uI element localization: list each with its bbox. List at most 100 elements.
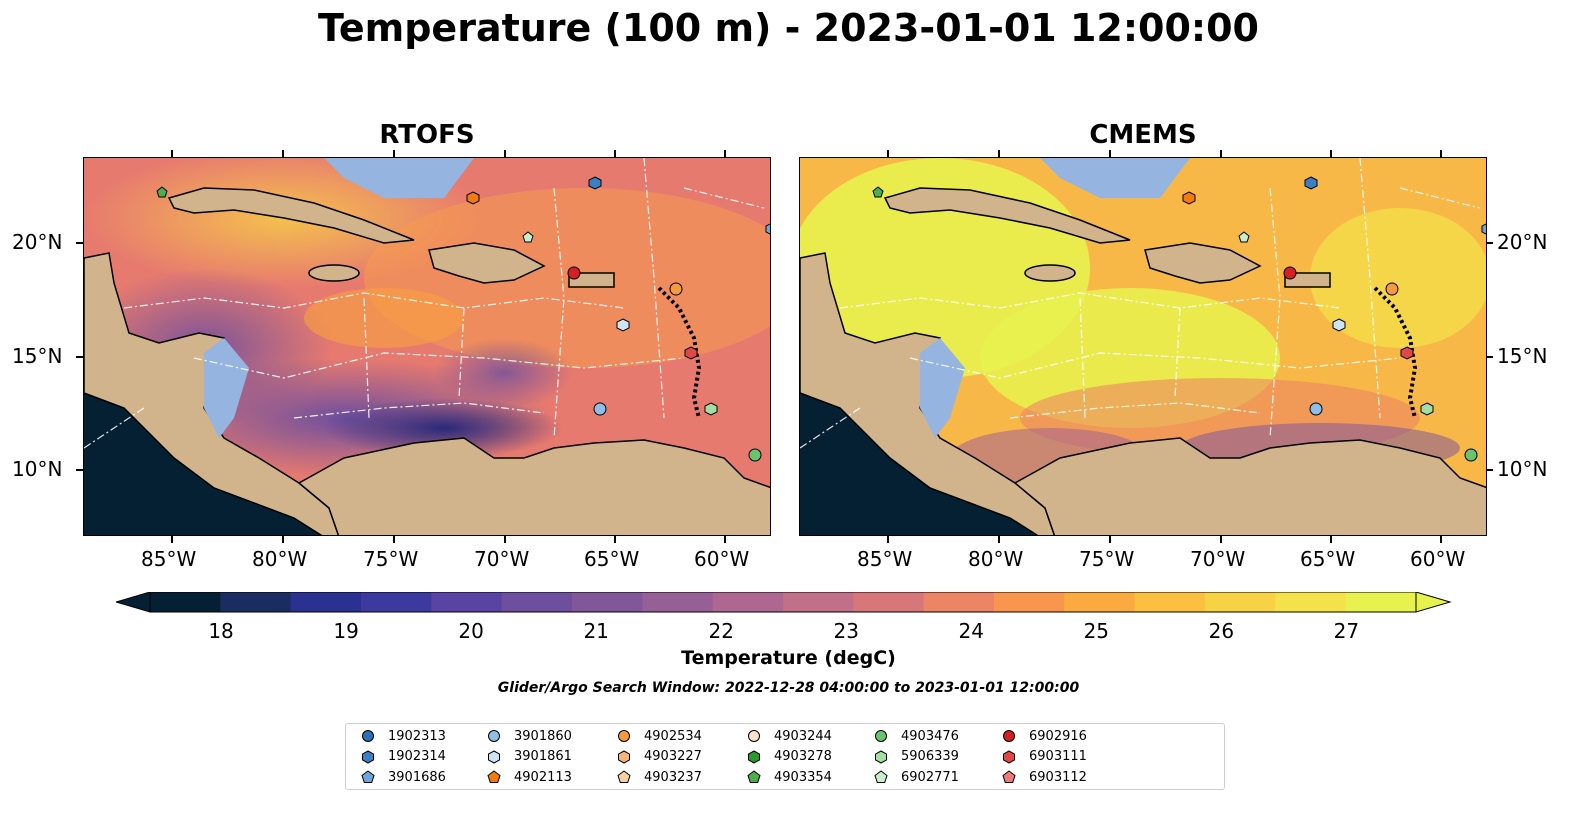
cold-eddy (324, 398, 564, 458)
legend-label: 4903476 (901, 728, 959, 744)
legend-label: 3901861 (514, 749, 572, 764)
colorbar-label: Temperature (degC) (681, 647, 896, 669)
colorbar-tick-label: 22 (708, 619, 734, 643)
lat-label: 10°N (1497, 457, 1548, 481)
colorbar-segment (642, 592, 714, 612)
axis-frame (76, 150, 1493, 543)
legend-item: 6903112 (1001, 767, 1087, 787)
colorbar-segment (994, 592, 1065, 612)
float-markers (156, 176, 770, 462)
panel-title-cmems: CMEMS (1089, 120, 1197, 150)
pentagon-marker-icon (1002, 770, 1016, 783)
legend-label: 6902916 (1029, 728, 1087, 744)
jamaica (308, 264, 360, 282)
legend-label: 5906339 (901, 749, 959, 764)
lesser-antilles (1373, 286, 1418, 419)
pentagon-marker-icon (747, 770, 761, 783)
lon-label: 85°W (141, 547, 197, 571)
hexagon-marker-icon (1003, 749, 1015, 764)
legend-label: 4902534 (644, 728, 702, 744)
colorbar-extend-min (116, 592, 151, 613)
colorbar-tick-label: 25 (1083, 619, 1110, 643)
legend-item: 4903237 (616, 767, 702, 787)
legend-item: 3901861 (486, 747, 572, 767)
eez-boundaries (800, 158, 1481, 449)
central-america (84, 252, 340, 535)
cool-patch (434, 338, 574, 408)
float-legend: 1902313 1902314 3901686 3901860 3901861 49021… (345, 723, 1225, 790)
colorbar-segment (431, 592, 503, 612)
circle-marker-icon (618, 730, 630, 742)
figure-title: Temperature (100 m) - 2023-01-01 12:00:0… (317, 6, 1259, 50)
hexagon-marker-icon (488, 749, 500, 764)
map-svg-cmems (800, 158, 1486, 535)
colorbar-tick-label: 19 (333, 619, 359, 643)
legend-label: 4903354 (774, 769, 832, 785)
lon-label: 70°W (1190, 547, 1246, 571)
map-panel-rtofs[interactable] (83, 157, 771, 536)
bahamas-shelf (324, 158, 474, 198)
colorbar (116, 592, 1452, 613)
circle-marker-icon (488, 730, 500, 742)
legend-item: 6902771 (873, 767, 959, 787)
lon-label: 70°W (474, 547, 530, 571)
colorbar-tick-label: 23 (833, 619, 859, 643)
hexagon-marker-icon (748, 749, 760, 764)
legend-label: 6903112 (1029, 769, 1087, 785)
legend-item: 4903476 (873, 726, 959, 746)
jamaica (1024, 264, 1076, 282)
colorbar-tick-label: 21 (583, 619, 609, 643)
legend-item: 6902916 (1001, 726, 1087, 746)
legend-item: 1902313 (360, 726, 446, 746)
cuba (167, 187, 415, 244)
lon-label: 80°W (252, 547, 308, 571)
pentagon-marker-icon (361, 770, 375, 783)
lesser-antilles (657, 286, 702, 419)
legend-item: 4902113 (486, 767, 572, 787)
lon-label: 60°W (1410, 547, 1466, 571)
legend-item: 4903244 (746, 726, 832, 746)
central-america (800, 252, 1056, 535)
legend-label: 4903237 (644, 769, 702, 785)
colorbar-tick-label: 20 (458, 619, 484, 643)
colorbar-segment (1134, 592, 1206, 612)
colorbar-segment (1275, 592, 1347, 612)
hexagon-marker-icon (362, 749, 374, 764)
colorbar-segment (1345, 592, 1417, 612)
legend-label: 3901686 (388, 769, 446, 785)
warm-patch (304, 288, 464, 348)
legend-item: 3901860 (486, 726, 572, 746)
lat-label: 20°N (12, 230, 63, 254)
search-window-text: Glider/Argo Search Window: 2022-12-28 04… (497, 680, 1080, 696)
circle-marker-icon (362, 730, 374, 742)
south-america (1013, 437, 1486, 535)
legend-item: 5906339 (873, 747, 959, 767)
colorbar-segment (712, 592, 784, 612)
colorbar-tick-label: 27 (1333, 619, 1360, 643)
legend-label: 4903227 (644, 749, 702, 764)
hexagon-marker-icon (618, 749, 630, 764)
pentagon-marker-icon (487, 770, 501, 783)
circle-marker-icon (748, 730, 760, 742)
south-america (297, 437, 770, 535)
colorbar-tick-label: 24 (958, 619, 984, 643)
circle-marker-icon (1003, 730, 1015, 742)
colorbar-segment (290, 592, 362, 612)
legend-label: 6903111 (1029, 749, 1087, 764)
legend-label: 1902313 (388, 728, 446, 744)
pacific-ocean (84, 393, 321, 535)
legend-item: 1902314 (360, 747, 446, 767)
float-markers (872, 176, 1486, 462)
lon-label: 65°W (584, 547, 640, 571)
bahamas-shelf (1040, 158, 1190, 198)
lon-label: 85°W (857, 547, 913, 571)
panel-title-rtofs: RTOFS (379, 120, 475, 150)
colorbar-segment (501, 592, 573, 612)
colorbar-segment (1205, 592, 1276, 612)
map-panel-cmems[interactable] (799, 157, 1487, 536)
lat-label: 15°N (12, 344, 63, 368)
colorbar-segment (220, 592, 292, 612)
eez-boundaries (84, 158, 765, 449)
colorbar-segment (1064, 592, 1136, 612)
colorbar-segment (572, 592, 643, 612)
